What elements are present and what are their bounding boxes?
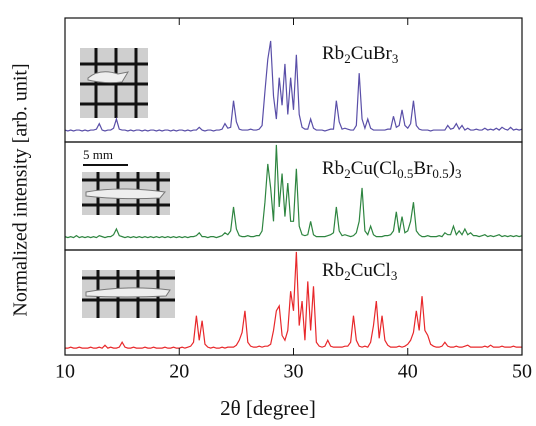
xrd-line xyxy=(64,40,523,132)
crystal xyxy=(85,188,166,200)
x-tick-label: 50 xyxy=(512,361,532,383)
y-axis-label: Normalized intensity [arb. unit] xyxy=(10,63,32,316)
series-label: Rb2Cu(Cl0.5Br0.5)3 xyxy=(322,158,461,181)
series-label: Rb2CuCl3 xyxy=(322,260,397,283)
crystal xyxy=(85,287,171,298)
x-tick-label: 40 xyxy=(398,361,418,383)
x-tick-label: 20 xyxy=(169,361,189,383)
xrd-line xyxy=(65,251,522,349)
annotation: 5 mm xyxy=(83,147,113,162)
xrd-line xyxy=(64,144,523,239)
crystal xyxy=(87,71,130,84)
inset-photos xyxy=(80,48,175,318)
x-tick-label: 10 xyxy=(55,361,75,383)
series-label: Rb2CuBr3 xyxy=(322,43,398,66)
x-tick-label: 30 xyxy=(284,361,304,383)
x-axis-label: 2θ [degree] xyxy=(220,396,316,420)
